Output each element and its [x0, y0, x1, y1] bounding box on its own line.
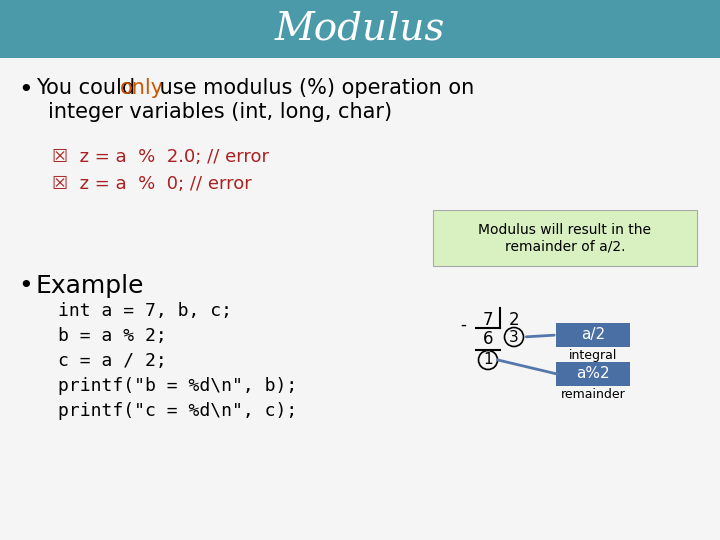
Text: a%2: a%2: [576, 367, 610, 381]
Text: integer variables (int, long, char): integer variables (int, long, char): [48, 102, 392, 122]
Text: 1: 1: [483, 353, 492, 368]
Text: c = a / 2;: c = a / 2;: [58, 352, 167, 370]
Text: a/2: a/2: [581, 327, 605, 342]
Text: -: -: [460, 316, 466, 334]
Text: 3: 3: [509, 329, 519, 345]
Text: 7: 7: [482, 311, 493, 329]
Text: You could: You could: [36, 78, 142, 98]
Text: remainder: remainder: [561, 388, 626, 401]
Text: printf("b = %d\n", b);: printf("b = %d\n", b);: [58, 377, 297, 395]
FancyBboxPatch shape: [556, 323, 630, 347]
Text: Modulus: Modulus: [275, 10, 445, 48]
Text: printf("c = %d\n", c);: printf("c = %d\n", c);: [58, 402, 297, 420]
Text: ☒  z = a  %  0; // error: ☒ z = a % 0; // error: [52, 175, 252, 193]
Text: ☒  z = a  %  2.0; // error: ☒ z = a % 2.0; // error: [52, 148, 269, 166]
Text: 6: 6: [482, 330, 493, 348]
FancyBboxPatch shape: [556, 362, 630, 386]
Text: integral: integral: [569, 349, 617, 362]
Text: b = a % 2;: b = a % 2;: [58, 327, 167, 345]
Text: •: •: [18, 78, 32, 102]
Text: •: •: [18, 274, 32, 298]
FancyBboxPatch shape: [0, 0, 720, 58]
Text: 2: 2: [509, 311, 519, 329]
Text: use modulus (%) operation on: use modulus (%) operation on: [153, 78, 474, 98]
Text: Modulus will result in the
remainder of a/2.: Modulus will result in the remainder of …: [479, 223, 652, 253]
FancyBboxPatch shape: [433, 210, 697, 266]
Text: only: only: [120, 78, 164, 98]
Text: int a = 7, b, c;: int a = 7, b, c;: [58, 302, 232, 320]
Text: Example: Example: [36, 274, 145, 298]
